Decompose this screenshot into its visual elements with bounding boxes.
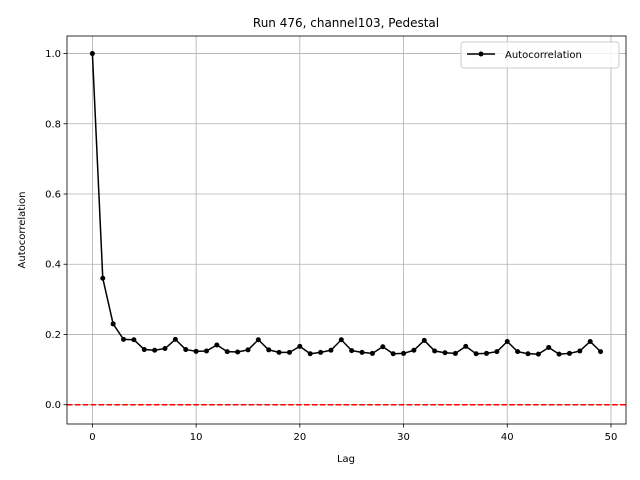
data-point (193, 348, 199, 354)
data-point (515, 349, 521, 355)
y-axis-ticks: 0.0 0.2 0.4 0.6 0.8 1.0 (45, 49, 67, 411)
data-point (152, 347, 158, 353)
data-point (338, 337, 344, 343)
data-point (100, 275, 106, 281)
x-tick-label: 0 (89, 432, 95, 443)
data-point (452, 350, 458, 356)
legend-entry-autocorrelation: Autocorrelation (505, 50, 582, 61)
data-point (349, 348, 355, 354)
grid-lines (67, 36, 626, 424)
data-point (463, 343, 469, 349)
data-point (484, 350, 490, 356)
series-group (89, 51, 604, 357)
data-point (183, 347, 189, 353)
data-point (286, 349, 292, 355)
legend-marker-swatch (478, 51, 484, 57)
legend: Autocorrelation (460, 41, 620, 69)
x-tick-label: 10 (190, 432, 203, 443)
data-point (318, 349, 324, 355)
data-point (214, 342, 220, 348)
data-point (577, 348, 583, 354)
data-point (224, 349, 230, 355)
data-point (421, 337, 427, 343)
data-point (297, 343, 303, 349)
data-point (245, 347, 251, 353)
data-point (566, 350, 572, 356)
plot-area (67, 36, 626, 424)
data-point (369, 350, 375, 356)
legend-box (460, 41, 620, 69)
data-point (89, 51, 95, 57)
data-point (255, 337, 261, 343)
data-point (203, 348, 209, 354)
y-tick-label: 0.8 (45, 119, 61, 130)
data-point (276, 349, 282, 355)
data-point (307, 351, 313, 357)
data-point (535, 351, 541, 357)
data-point (266, 347, 272, 353)
data-point (546, 344, 552, 350)
data-point (525, 351, 531, 357)
data-point (587, 338, 593, 344)
data-point (494, 349, 500, 355)
data-point (401, 350, 407, 356)
data-point (432, 348, 438, 354)
x-tick-label: 50 (605, 432, 618, 443)
chart-title: Run 476, channel103, Pedestal (253, 16, 439, 30)
data-point (504, 338, 510, 344)
x-tick-label: 20 (293, 432, 306, 443)
data-point (411, 347, 417, 353)
y-tick-label: 0.2 (45, 330, 61, 341)
data-point (473, 351, 479, 357)
y-tick-label: 0.4 (45, 260, 61, 271)
data-point (598, 349, 604, 355)
y-tick-label: 0.6 (45, 190, 61, 201)
data-point (172, 336, 178, 342)
data-point (235, 349, 241, 355)
data-point (328, 347, 334, 353)
y-axis-label: Autocorrelation (17, 192, 28, 269)
data-point (390, 351, 396, 357)
x-axis-label: Lag (337, 454, 355, 465)
x-tick-label: 30 (397, 432, 410, 443)
data-point (141, 347, 147, 353)
data-point (162, 346, 168, 352)
data-point (131, 337, 137, 343)
x-tick-label: 40 (501, 432, 514, 443)
data-point (442, 350, 448, 356)
data-point (380, 344, 386, 350)
data-point (359, 349, 365, 355)
data-point (121, 336, 127, 342)
x-axis-ticks: 0 10 20 30 40 50 (89, 424, 617, 443)
data-point (556, 351, 562, 357)
y-tick-label: 0.0 (45, 400, 61, 411)
data-point (110, 321, 116, 327)
plot-frame (66, 35, 627, 425)
y-tick-label: 1.0 (45, 49, 61, 60)
